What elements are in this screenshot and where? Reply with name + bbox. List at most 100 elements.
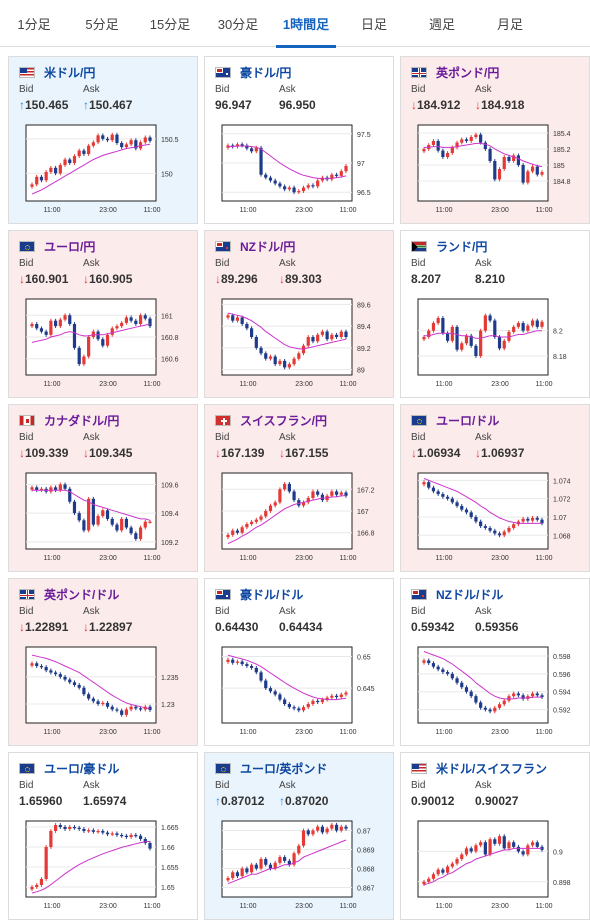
mini-chart[interactable]: 0.9 0.898 11:00 23:00 11:00 — [410, 817, 582, 913]
moving-average-line — [423, 478, 542, 524]
x-tick-label: 23:00 — [99, 207, 117, 214]
arrow-down-icon: ↓ — [19, 620, 25, 634]
pair-name[interactable]: ユーロ/英ポンド — [240, 762, 328, 776]
y-tick-label: 0.592 — [553, 708, 571, 715]
candle-body — [101, 339, 105, 346]
mini-chart[interactable]: 161 160.8 160.6 11:00 23:00 11:00 — [18, 295, 190, 391]
candle-body — [72, 682, 77, 685]
candle-body — [330, 824, 334, 829]
candle-body — [91, 498, 95, 525]
tab-3[interactable]: 30分足 — [217, 17, 259, 32]
rate-card[interactable]: カナダドル/円 Bid Ask ↓109.339 ↓109.345 109.6 109.4 1… — [8, 404, 198, 572]
pair-name[interactable]: カナダドル/円 — [44, 414, 120, 428]
mini-chart[interactable]: 8.2 8.18 11:00 23:00 11:00 — [410, 295, 582, 391]
candle-body — [268, 356, 273, 359]
tab-5[interactable]: 日足 — [360, 17, 387, 32]
rate-card[interactable]: 豪ドル/円 Bid Ask 96.947 96.950 97.5 97 96.5 11:00 23… — [204, 56, 394, 224]
tab-6[interactable]: 週足 — [428, 17, 455, 32]
pair-name[interactable]: 米ドル/スイスフラン — [436, 762, 547, 776]
candle-body — [110, 706, 114, 710]
rate-card[interactable]: 米ドル/スイスフラン Bid Ask 0.90012 0.90027 0.9 0.898 11… — [400, 752, 590, 920]
candle-body — [483, 842, 487, 855]
mini-chart[interactable]: 0.87 0.869 0.868 0.867 11:00 23:00 11:00 — [214, 817, 386, 913]
rate-card[interactable]: ランド/円 Bid Ask 8.207 8.210 8.2 8.18 11:00 23:00 11… — [400, 230, 590, 398]
pair-name[interactable]: 英ポンド/ドル — [44, 588, 120, 602]
candle-body — [535, 166, 539, 175]
candle-body — [488, 709, 492, 712]
candle-body — [464, 509, 469, 513]
rate-card[interactable]: 米ドル/円 Bid Ask ↑150.465 ↑150.467 150.5 150 11:00… — [8, 56, 198, 224]
pair-name[interactable]: NZドル/円 — [240, 240, 296, 254]
tab-1[interactable]: 5分足 — [85, 17, 119, 32]
mini-chart[interactable]: 0.598 0.596 0.594 0.592 11:00 23:00 11:00 — [410, 643, 582, 739]
pair-name[interactable]: ランド/円 — [436, 240, 488, 254]
candle-body — [91, 142, 95, 146]
candle-body — [301, 502, 306, 506]
y-tick-label: 185.4 — [553, 131, 571, 138]
tab-2[interactable]: 15分足 — [149, 17, 191, 32]
candle-body — [96, 135, 100, 143]
candle-body — [68, 827, 72, 829]
mini-chart[interactable]: 109.6 109.4 109.2 11:00 23:00 11:00 — [18, 469, 190, 565]
ask-value-wrap: ↓1.06937 — [475, 446, 524, 460]
pair-name[interactable]: スイスフラン/円 — [240, 414, 327, 428]
pair-name[interactable]: ユーロ/豪ドル — [44, 762, 120, 776]
candle-body — [474, 516, 478, 522]
rate-card[interactable]: ユーロ/ドル Bid Ask ↓1.06934 ↓1.06937 1.074 1.072 1.… — [400, 404, 590, 572]
rate-card[interactable]: スイスフラン/円 Bid Ask ↓167.139 ↓167.155 167.2 167 16… — [204, 404, 394, 572]
candle-body — [264, 174, 268, 178]
pair-name[interactable]: 英ポンド/円 — [436, 66, 500, 80]
pair-name[interactable]: 豪ドル/円 — [240, 66, 292, 80]
mini-chart[interactable]: 1.235 1.23 11:00 23:00 11:00 — [18, 643, 190, 739]
mini-chart[interactable]: 150.5 150 11:00 23:00 11:00 — [18, 121, 190, 217]
candle-body — [292, 707, 296, 709]
candle-body — [455, 859, 459, 864]
tab-4[interactable]: 1時間足 — [272, 0, 340, 48]
ask-value: 167.155 — [285, 446, 329, 460]
candle-body — [460, 854, 464, 859]
candle-body — [68, 679, 72, 683]
x-tick-label: 11:00 — [144, 381, 161, 388]
candle-body — [120, 322, 124, 327]
rate-card[interactable]: 英ポンド/円 Bid Ask ↓184.912 ↓184.918 185.4 185.2 18… — [400, 56, 590, 224]
candle-body — [91, 331, 95, 337]
candle-body — [278, 694, 282, 700]
rate-card[interactable]: NZドル/ドル Bid Ask 0.59342 0.59356 0.598 0.596 0.5… — [400, 578, 590, 746]
candle-body — [521, 165, 525, 183]
candle-body — [521, 695, 525, 699]
tab-0[interactable]: 1分足 — [17, 17, 51, 32]
rate-card[interactable]: ユーロ/豪ドル Bid Ask 1.65960 1.65974 1.665 1.66 1.65… — [8, 752, 198, 920]
candle-body — [287, 364, 291, 368]
candle-body — [497, 836, 502, 844]
pair-name[interactable]: ユーロ/円 — [44, 240, 96, 254]
candle-body — [39, 328, 44, 332]
tab-7[interactable]: 月足 — [496, 17, 523, 32]
candle-body — [134, 706, 138, 709]
mini-chart[interactable]: 1.665 1.66 1.655 1.65 11:00 23:00 11:00 — [18, 817, 190, 913]
pair-name[interactable]: 米ドル/円 — [44, 66, 96, 80]
mini-chart[interactable]: 97.5 97 96.5 11:00 23:00 11:00 — [214, 121, 386, 217]
candle-body — [148, 318, 152, 327]
rate-card[interactable]: ユーロ/円 Bid Ask ↓160.901 ↓160.905 161 160.8 160.6… — [8, 230, 198, 398]
bid-label: Bid — [215, 780, 230, 791]
pair-name[interactable]: NZドル/ドル — [436, 588, 504, 602]
candle-body — [226, 315, 230, 318]
mini-chart[interactable]: 167.2 167 166.8 11:00 23:00 11:00 — [214, 469, 386, 565]
candle-body — [250, 666, 254, 668]
candle-body — [87, 337, 91, 357]
rate-card[interactable]: NZドル/円 Bid Ask ↓89.296 ↓89.303 89.6 89.4 89.2 89… — [204, 230, 394, 398]
pair-name[interactable]: ユーロ/ドル — [436, 414, 500, 428]
candle-body — [474, 845, 478, 852]
candle-body — [540, 695, 544, 698]
bid-value: 150.465 — [25, 98, 69, 112]
candle-body — [63, 484, 67, 489]
rate-card[interactable]: 豪ドル/ドル Bid Ask 0.64430 0.64434 0.65 0.645 11:00… — [204, 578, 394, 746]
rate-card[interactable]: 英ポンド/ドル Bid Ask ↓1.22891 ↓1.22897 1.235 1.23 11… — [8, 578, 198, 746]
moving-average-line — [423, 847, 542, 886]
pair-name[interactable]: 豪ドル/ドル — [240, 588, 304, 602]
mini-chart[interactable]: 89.6 89.4 89.2 89 11:00 23:00 11:00 — [214, 295, 386, 391]
mini-chart[interactable]: 0.65 0.645 11:00 23:00 11:00 — [214, 643, 386, 739]
rate-card[interactable]: ユーロ/英ポンド Bid Ask ↑0.87012 ↑0.87020 0.87 0.869 0… — [204, 752, 394, 920]
mini-chart[interactable]: 185.4 185.2 185 184.8 11:00 23:00 11:00 — [410, 121, 582, 217]
mini-chart[interactable]: 1.074 1.072 1.07 1.068 11:00 23:00 11:00 — [410, 469, 582, 565]
